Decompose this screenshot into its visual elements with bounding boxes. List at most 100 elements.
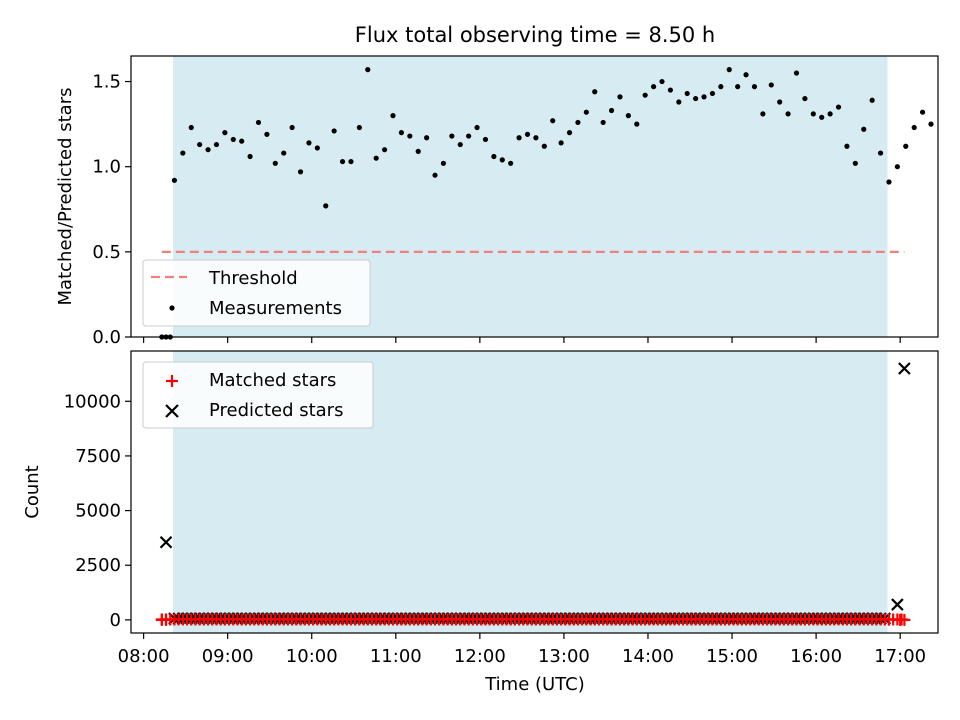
count-y-tick-label: 0: [110, 610, 121, 631]
measurement-point: [583, 109, 589, 115]
measurement-point: [415, 148, 421, 154]
measurement-point: [919, 109, 926, 115]
measurement-point: [449, 133, 455, 139]
measurement-point: [634, 121, 640, 127]
ratio-legend: Threshold Measurements: [142, 259, 371, 327]
chart-title: Flux total observing time = 8.50 h: [355, 23, 715, 47]
x-tick-label: 15:00: [706, 646, 758, 667]
count-x-axis-ticks: 08:00 09:00 10:00 11:00 12:00 13:00 14:00 15:00…: [118, 633, 926, 667]
x-tick-label: 17:00: [874, 646, 926, 667]
measurement-point: [516, 135, 522, 141]
measurement-point: [171, 177, 178, 183]
measurement-point: [306, 140, 312, 146]
measurement-point: [440, 160, 447, 166]
x-axis-label: Time (UTC): [484, 674, 585, 695]
measurement-point: [197, 141, 203, 148]
measurement-point: [575, 119, 581, 126]
count-legend: Matched stars Predicted stars: [142, 361, 374, 429]
measurement-point: [726, 67, 732, 73]
measurement-point: [381, 147, 388, 153]
count-y-tick-label: 7500: [75, 446, 121, 467]
measurement-point: [667, 87, 674, 93]
measurement-point: [869, 97, 875, 103]
measurement-point: [751, 84, 758, 90]
measurement-point: [289, 124, 295, 131]
measurement-point: [188, 124, 194, 131]
measurement-point: [482, 136, 489, 143]
legend-threshold-label: Threshold: [208, 268, 298, 289]
measurement-point: [600, 119, 606, 126]
measurement-point: [474, 124, 480, 131]
legend-predicted-label: Predicted stars: [209, 400, 343, 421]
measurement-point: [802, 95, 808, 102]
x-tick-label: 11:00: [370, 646, 422, 667]
measurement-point: [886, 179, 892, 185]
measurement-point: [709, 90, 716, 97]
measurement-point: [642, 92, 648, 98]
measurement-point: [701, 94, 707, 100]
count-y-tick-label: 2500: [75, 555, 121, 576]
x-tick-label: 09:00: [202, 646, 254, 667]
measurement-point: [264, 131, 270, 137]
matched-star-marker: [882, 613, 895, 626]
ratio-panel: 0.0 0.5 1.0 1.5 Matched/Predicted stars Thr…: [55, 55, 939, 348]
legend-measurements-label: Measurements: [209, 298, 342, 319]
measurement-point: [693, 95, 699, 102]
predicted-star-marker: [898, 362, 911, 375]
matched-star-points: [155, 613, 911, 626]
count-legend-box: [142, 361, 374, 429]
measurement-point: [373, 155, 379, 161]
matched-star-marker: [898, 613, 911, 626]
measurement-point: [903, 143, 909, 149]
x-tick-label: 14:00: [622, 646, 674, 667]
measurement-point: [827, 111, 833, 117]
legend-measurements-swatch: [169, 305, 175, 311]
measurement-point: [785, 111, 791, 117]
measurement-point: [928, 121, 934, 127]
measurement-point: [424, 135, 430, 141]
measurement-point: [466, 133, 472, 139]
ratio-y-tick-label: 1.0: [92, 157, 121, 178]
count-y-axis-label: Count: [22, 465, 43, 518]
measurement-point: [625, 113, 631, 119]
legend-predicted-swatch: [165, 404, 179, 418]
measurement-point: [777, 99, 783, 105]
measurement-point: [491, 153, 497, 160]
count-plot-frame: [130, 350, 939, 634]
measurement-point: [894, 164, 900, 170]
x-tick-label: 12:00: [454, 646, 506, 667]
measurement-point: [239, 138, 245, 144]
measurement-point: [877, 150, 884, 156]
measurement-point: [617, 94, 623, 100]
measurement-point: [844, 143, 850, 149]
measurement-point: [255, 119, 262, 126]
predicted-star-marker: [891, 598, 904, 611]
measurement-point: [835, 104, 842, 110]
count-y-tick-label: 5000: [75, 501, 121, 522]
measurement-point: [911, 124, 917, 131]
measurement-point: [524, 131, 531, 137]
ratio-y-axis-ticks: 0.0 0.5 1.0 1.5: [92, 72, 131, 348]
measurement-points: [159, 67, 934, 340]
measurement-point: [348, 158, 354, 165]
legend-matched-swatch: [166, 375, 178, 387]
measurement-point: [230, 136, 236, 143]
predicted-star-marker: [159, 536, 173, 549]
measurement-point: [323, 203, 329, 209]
measurement-point: [205, 147, 211, 153]
measurement-point: [735, 84, 741, 90]
measurement-point: [222, 130, 228, 136]
measurement-point: [810, 111, 816, 117]
measurement-point: [650, 84, 657, 90]
measurement-point: [793, 70, 800, 76]
measurement-point: [314, 145, 320, 151]
measurement-point: [281, 150, 287, 156]
measurement-point: [852, 160, 858, 166]
x-tick-label: 13:00: [538, 646, 590, 667]
measurement-point: [592, 89, 598, 95]
measurement-point: [760, 111, 766, 117]
measurement-point: [558, 140, 564, 146]
measurement-point: [718, 84, 724, 90]
measurement-point: [768, 82, 774, 88]
